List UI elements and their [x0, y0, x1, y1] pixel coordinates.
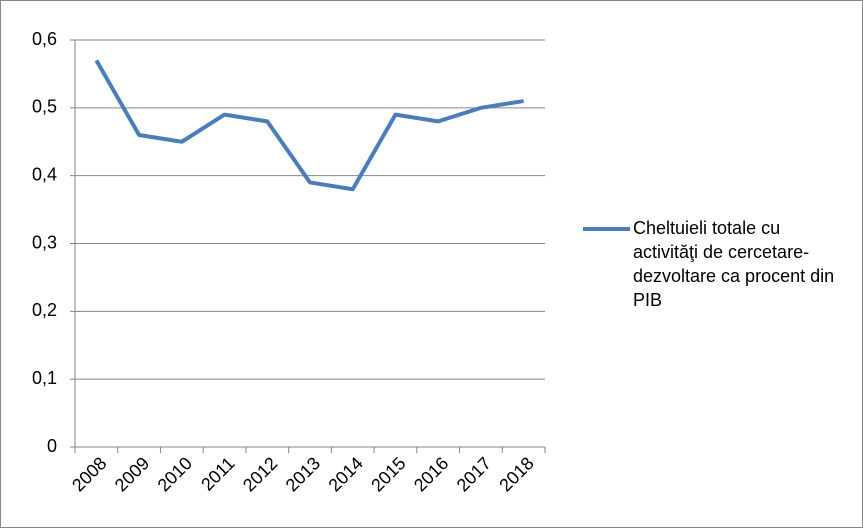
data-line: [94, 59, 524, 192]
y-tick-label: 0: [47, 436, 57, 456]
y-tick-label: 0,2: [32, 300, 57, 320]
y-tick-label: 0,4: [32, 164, 57, 184]
y-tick-label: 0,5: [32, 97, 57, 117]
y-tick-label: 0,6: [32, 29, 57, 49]
legend-label: Cheltuieli totale cu activităţi de cerce…: [633, 218, 835, 310]
y-tick-label: 0,3: [32, 232, 57, 252]
y-tick-label: 0,1: [32, 368, 57, 388]
